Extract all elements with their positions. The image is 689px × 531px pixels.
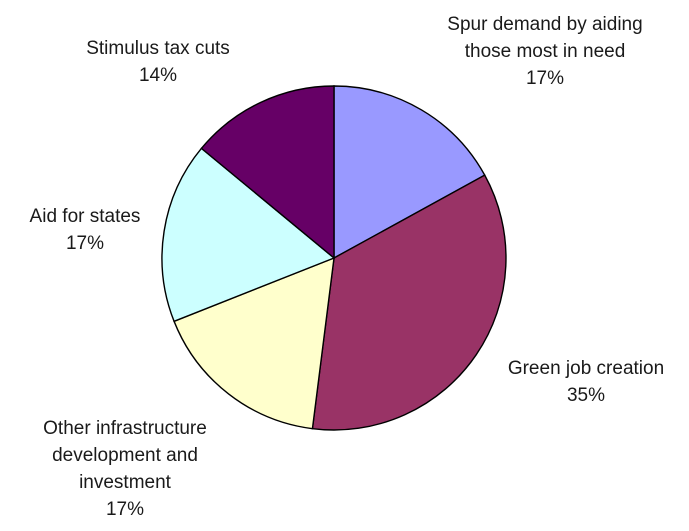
slice-name-line: Aid for states bbox=[30, 206, 141, 227]
slice-name-line: development and bbox=[52, 445, 198, 466]
pie-slice-3 bbox=[161, 147, 336, 323]
slice-percent-label: 17% bbox=[66, 233, 104, 254]
slice-name-line: Green job creation bbox=[508, 358, 664, 379]
slice-label-1: Green job creation 35% bbox=[508, 358, 664, 406]
slice-name-line: investment bbox=[79, 472, 172, 493]
slice-percent-label: 14% bbox=[139, 65, 177, 86]
slice-label-0: Spur demand by aiding those most in need 1… bbox=[447, 14, 642, 89]
slice-percent-label: 17% bbox=[106, 499, 144, 520]
slice-label-4: Stimulus tax cuts 14% bbox=[86, 38, 230, 86]
slice-name-line: Stimulus tax cuts bbox=[86, 38, 230, 59]
slice-percent-label: 35% bbox=[567, 385, 605, 406]
slice-name-line: Other infrastructure bbox=[43, 418, 207, 439]
pie-slice-1 bbox=[311, 174, 507, 431]
slice-name-line: those most in need bbox=[465, 41, 626, 62]
pie-slice-4 bbox=[200, 85, 335, 260]
pie-slice-2 bbox=[173, 256, 335, 430]
slice-name-line: Spur demand by aiding bbox=[447, 14, 642, 35]
slice-percent-label: 17% bbox=[526, 68, 564, 89]
pie-slices bbox=[161, 85, 507, 431]
slice-label-3: Aid for states 17% bbox=[30, 206, 141, 254]
slice-labels: Spur demand by aiding those most in need 1… bbox=[30, 14, 665, 520]
pie-slice-0 bbox=[333, 85, 486, 260]
slice-label-2: Other infrastructure development and inves… bbox=[43, 418, 207, 520]
